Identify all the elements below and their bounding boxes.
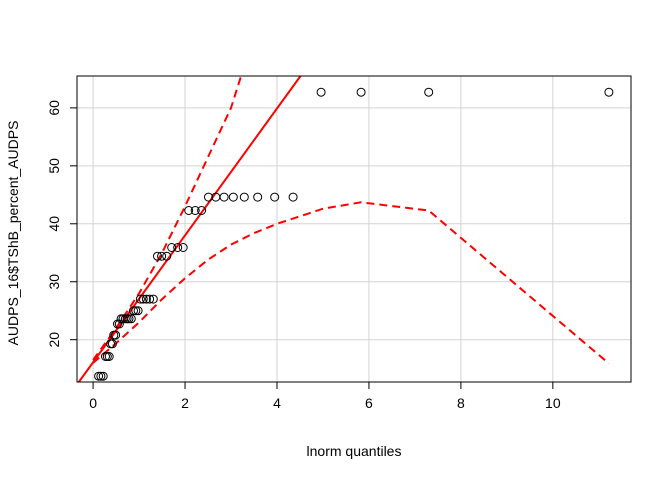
data-point [178,243,188,252]
data-point [111,330,121,340]
data-points [94,87,614,381]
data-point [96,371,106,381]
data-point [133,306,143,316]
data-point [228,192,238,202]
data-point [424,87,434,97]
y-tick-label: 60 [46,100,62,116]
data-point [197,206,207,215]
data-point [107,339,117,349]
x-tick-label: 2 [181,395,189,411]
data-point [288,192,298,202]
y-axis-title: AUDPS_16$TShB_percent_AUDPS [5,121,21,346]
x-tick-label: 8 [457,395,465,411]
x-tick-label: 0 [89,395,97,411]
x-axis: 0 2 4 6 8 10 [89,381,561,411]
data-point [98,371,108,381]
data-point [138,294,148,304]
data-point [190,206,200,215]
data-point [148,294,158,304]
data-point [239,192,249,202]
fit-line-layer [77,76,302,382]
data-point [173,243,183,252]
data-point [131,306,141,316]
data-point [135,294,145,304]
data-point [162,251,172,261]
data-point [94,371,104,381]
y-tick-label: 40 [46,216,62,232]
y-axis: 20 30 40 50 60 [46,100,78,348]
data-point [219,192,229,202]
data-point [316,87,326,97]
grid-lines [77,76,631,382]
data-point [157,251,167,261]
data-point [356,87,366,97]
x-tick-label: 10 [545,395,561,411]
fit-line [77,76,302,382]
data-point [270,192,280,202]
data-point [129,306,138,316]
data-point [104,352,114,361]
x-axis-title: lnorm quantiles [307,443,402,459]
data-point [184,206,194,215]
x-tick-label: 4 [273,395,281,411]
x-tick-label: 6 [365,395,373,411]
data-point [124,314,134,324]
y-tick-label: 50 [46,158,62,174]
data-point [145,294,155,304]
data-point [126,314,136,324]
y-tick-label: 30 [46,274,62,290]
y-tick-label: 20 [46,332,62,348]
data-point [253,192,263,202]
lower-band-line [92,201,610,365]
data-point [141,294,151,304]
data-point [204,192,213,202]
data-point [167,243,177,252]
data-point [604,87,614,97]
data-point [153,251,162,261]
